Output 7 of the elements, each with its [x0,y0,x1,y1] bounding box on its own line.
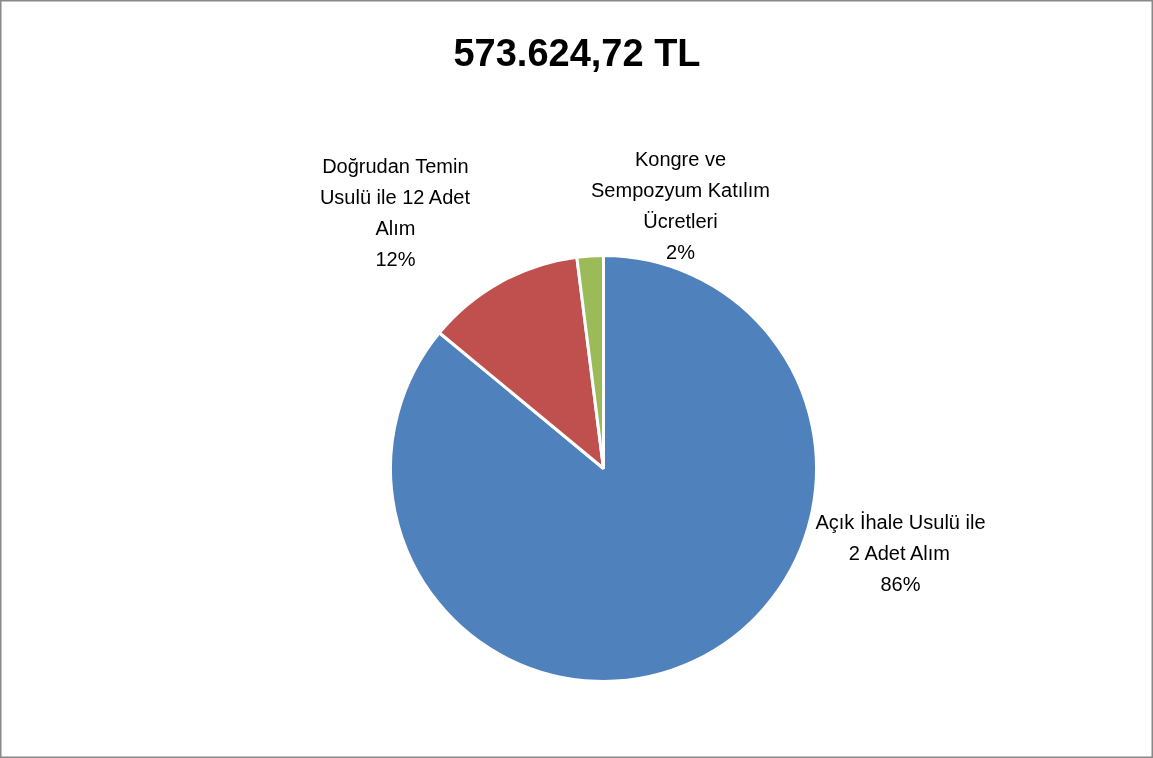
data-label: 86% [880,572,921,595]
chart-title: 573.624,72 TL [453,31,701,74]
data-label: 2% [666,240,696,263]
slice-label: Kongre ve Sempozyum Katılım Ücretleri [591,147,770,232]
slice-label: Açık İhale Usulü ile 2 Adet Alım [815,510,986,564]
slice-label: Doğrudan Temin Usulü ile 12 Adet Alım [319,154,471,239]
data-label: 12% [375,247,416,270]
